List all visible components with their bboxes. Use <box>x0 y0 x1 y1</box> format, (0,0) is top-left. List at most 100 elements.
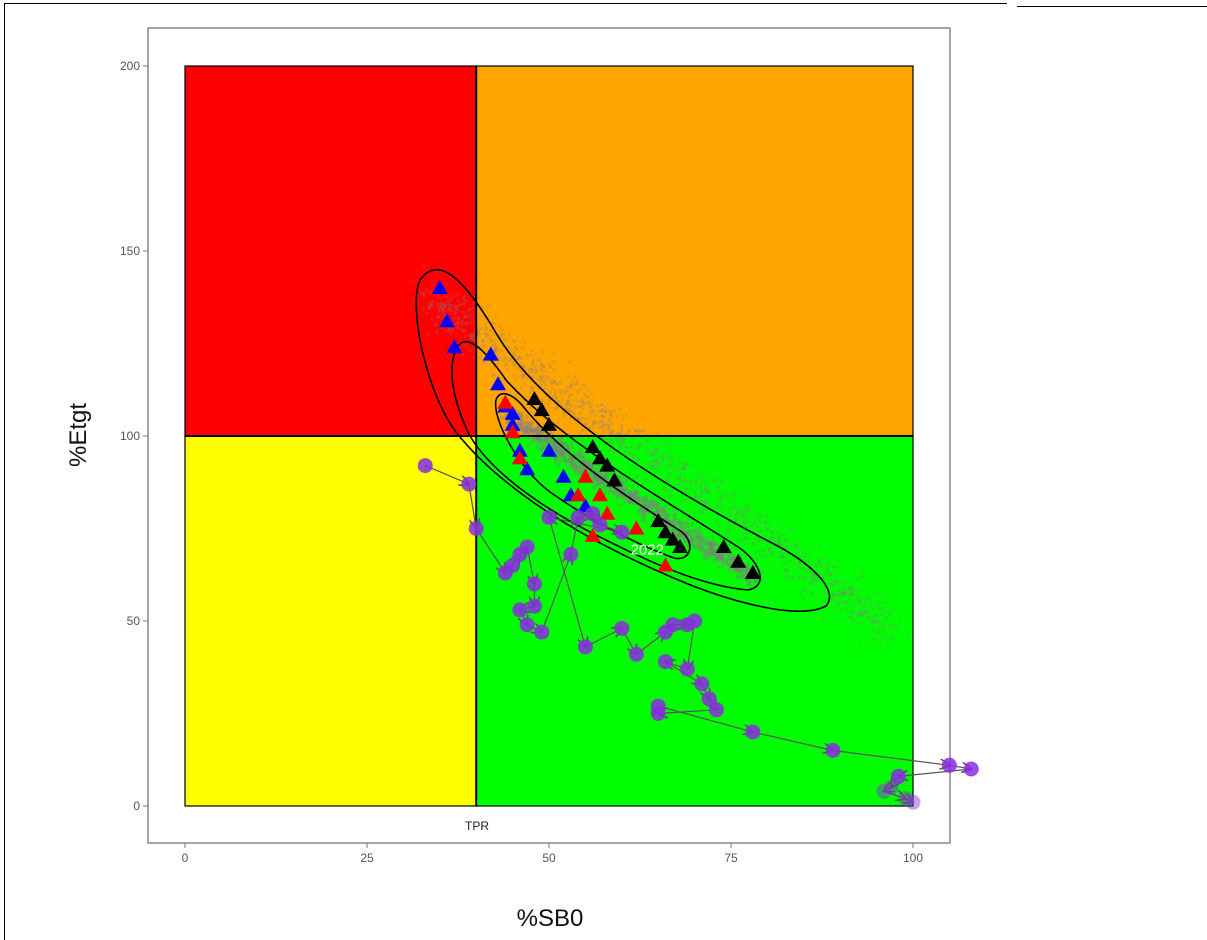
cloud-point <box>427 290 431 294</box>
cloud-point <box>731 537 736 541</box>
cloud-point <box>776 535 780 539</box>
cloud-core-point <box>564 459 569 464</box>
cloud-core-point <box>552 440 557 445</box>
cloud-point <box>484 332 488 337</box>
cloud-core-point <box>703 552 708 557</box>
cloud-point <box>729 510 733 514</box>
cloud-point <box>558 380 563 384</box>
cloud-core-point <box>664 512 669 517</box>
cloud-point <box>837 601 841 605</box>
cloud-point <box>884 609 889 613</box>
cloud-core-point <box>709 552 715 558</box>
cloud-core-point <box>681 527 686 532</box>
cloud-point <box>464 334 468 338</box>
cloud-point <box>577 416 581 420</box>
cloud-point <box>688 479 692 483</box>
cloud-core-point <box>713 541 718 546</box>
x-tick-label: 25 <box>360 851 374 865</box>
cloud-core-point <box>551 444 557 450</box>
cloud-point <box>562 414 567 418</box>
cloud-point <box>858 588 862 592</box>
cloud-point <box>807 547 811 552</box>
cloud-point <box>659 454 663 458</box>
cloud-core-point <box>713 553 719 558</box>
cloud-point <box>682 466 687 470</box>
cloud-point <box>480 339 485 343</box>
trajectory-arrow <box>832 749 949 766</box>
cloud-core-point <box>562 441 567 447</box>
cloud-point <box>791 575 795 579</box>
cloud-core-point <box>707 540 712 545</box>
cloud-point <box>583 391 587 395</box>
cloud-point <box>689 501 693 505</box>
cloud-core-point <box>668 519 673 524</box>
cloud-point <box>826 568 830 572</box>
cloud-core-point <box>706 551 711 557</box>
cloud-core-point <box>557 451 562 457</box>
cloud-point <box>606 427 610 431</box>
cloud-core-point <box>653 499 658 505</box>
cloud-point <box>569 410 574 414</box>
cloud-core-point <box>693 532 698 537</box>
cloud-point <box>648 461 652 466</box>
cloud-point <box>464 322 468 326</box>
cloud-core-point <box>643 494 649 500</box>
cloud-core-point <box>565 463 571 469</box>
cloud-point <box>826 566 830 570</box>
cloud-core-point <box>677 520 682 526</box>
cloud-point <box>711 480 715 484</box>
cloud-core-point <box>552 442 558 448</box>
cloud-point <box>654 460 658 465</box>
cloud-point <box>840 600 844 605</box>
cloud-core-point <box>682 535 687 541</box>
cloud-point <box>541 364 545 368</box>
cloud-core-point <box>599 479 605 484</box>
cloud-core-point <box>664 504 669 509</box>
cloud-core-point <box>647 503 653 509</box>
cloud-core-point <box>554 444 559 449</box>
cloud-point <box>503 357 508 361</box>
cloud-point <box>827 605 831 609</box>
cloud-point <box>697 499 702 503</box>
cloud-core-point <box>575 451 581 456</box>
cloud-point <box>462 297 467 302</box>
cloud-point <box>652 448 656 452</box>
cloud-point <box>640 444 644 448</box>
cloud-core-point <box>686 516 691 522</box>
cloud-point <box>765 542 769 546</box>
cloud-point <box>884 600 888 604</box>
cloud-point <box>714 508 718 512</box>
cloud-point <box>529 385 533 389</box>
cloud-point <box>845 580 849 584</box>
cloud-core-point <box>525 426 530 431</box>
cloud-point <box>636 472 641 477</box>
cloud-point <box>845 620 849 624</box>
cloud-point <box>437 307 441 311</box>
cloud-core-point <box>570 444 575 450</box>
cloud-point <box>740 491 744 495</box>
cloud-core-point <box>569 440 575 446</box>
cloud-point <box>830 582 834 586</box>
cloud-core-point <box>518 413 523 418</box>
cloud-point <box>481 338 485 342</box>
cloud-point <box>634 466 638 471</box>
cloud-point <box>436 293 440 298</box>
cloud-core-point <box>708 553 713 558</box>
cloud-core-point <box>664 512 670 518</box>
cloud-point <box>656 446 660 450</box>
cloud-core-point <box>499 415 504 421</box>
cloud-point <box>524 376 528 381</box>
cloud-core-point <box>650 502 655 507</box>
cloud-point <box>843 592 847 596</box>
cloud-point <box>472 301 476 305</box>
cloud-point <box>658 461 662 465</box>
triangle-point <box>570 487 587 502</box>
cloud-core-point <box>714 554 719 559</box>
cloud-point <box>846 593 851 597</box>
cloud-core-point <box>624 487 629 493</box>
cloud-core-point <box>638 507 644 512</box>
cloud-point <box>689 483 693 487</box>
cloud-point <box>742 492 746 496</box>
cloud-core-point <box>727 569 732 575</box>
cloud-point <box>809 563 814 568</box>
